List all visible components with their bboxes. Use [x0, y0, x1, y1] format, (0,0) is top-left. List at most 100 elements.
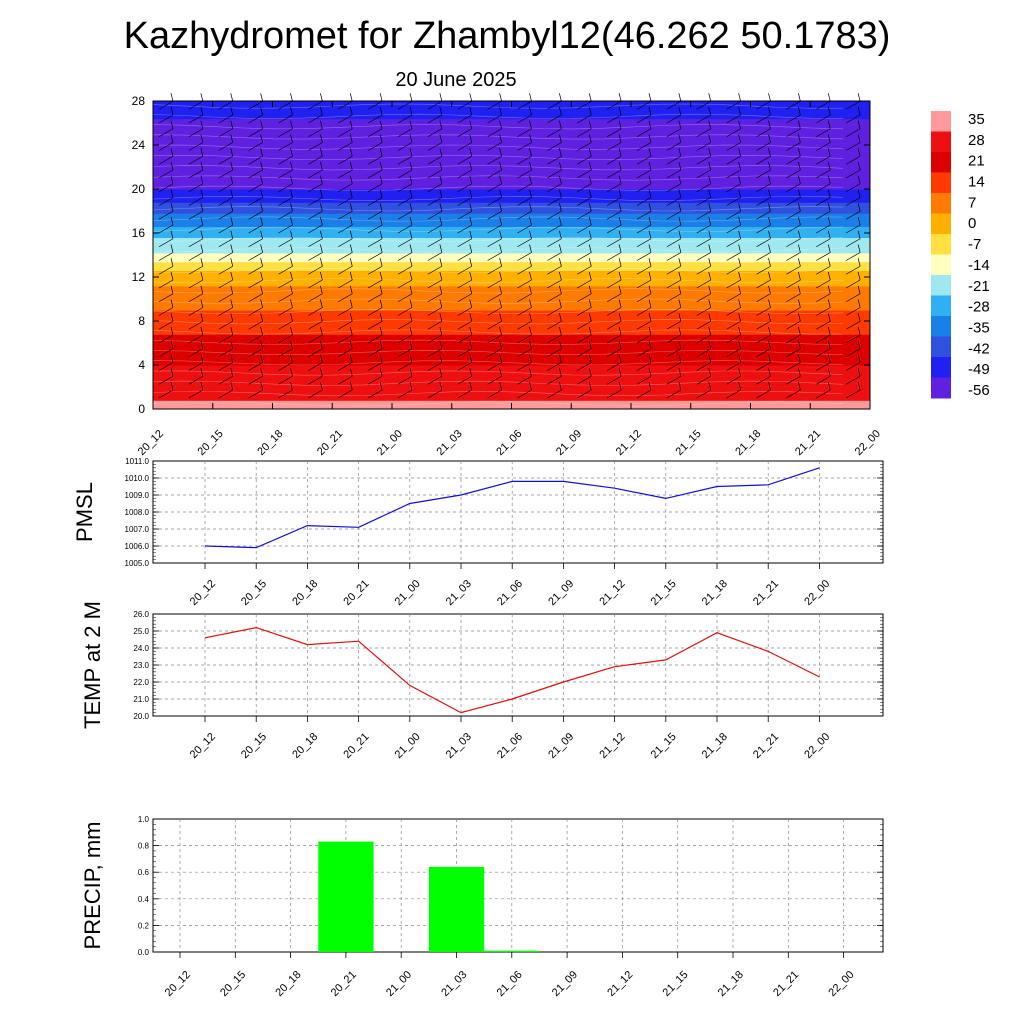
x-tick-label: 21_03	[439, 969, 469, 999]
heat-band	[153, 318, 870, 322]
heat-band	[153, 307, 870, 311]
wind-barb	[278, 313, 293, 330]
wind-barb	[696, 381, 712, 399]
wind-barb	[308, 134, 323, 151]
contour-line	[152, 113, 844, 119]
wind-barb	[606, 203, 622, 220]
x-tick-label: 20_18	[255, 428, 285, 458]
heat-band	[153, 283, 870, 287]
wind-barb	[367, 326, 383, 344]
heat-band	[153, 127, 870, 131]
wind-barb	[547, 271, 562, 289]
wind-barb	[367, 161, 383, 179]
wind-barb	[726, 326, 741, 344]
wind-barb	[397, 203, 413, 220]
heat-band	[153, 151, 870, 155]
wind-barb	[547, 244, 562, 261]
wind-barb	[308, 258, 323, 275]
x-tick-label: 21_21	[793, 428, 823, 458]
y-tick-label: 1009.0	[125, 491, 150, 500]
colorbar-label: -14	[968, 257, 990, 274]
heat-band	[153, 351, 870, 355]
wind-barb	[577, 299, 592, 316]
wind-barb	[248, 120, 263, 138]
colorbar-swatch	[931, 213, 951, 235]
wind-barb	[786, 175, 801, 193]
contour-line	[152, 319, 844, 325]
x-tick-label: 22_00	[802, 578, 832, 608]
wind-barb	[158, 175, 174, 193]
wind-barb	[218, 106, 234, 124]
wind-barb	[367, 106, 383, 124]
wind-barb	[427, 189, 443, 206]
wind-barb	[158, 258, 174, 275]
x-tick-label: 20_21	[341, 578, 371, 608]
wind-barb	[756, 203, 771, 220]
heat-band	[153, 347, 870, 351]
wind-barb	[248, 203, 263, 220]
colorbar-label: -21	[968, 278, 990, 295]
wind-barb	[158, 285, 174, 303]
wind-barb	[606, 106, 622, 124]
wind-barb	[218, 271, 234, 289]
wind-barb	[606, 148, 622, 165]
heat-band	[153, 147, 870, 150]
wind-barb	[606, 271, 622, 289]
x-tick-label: 21_21	[771, 969, 801, 999]
wind-barb	[696, 258, 712, 275]
wind-barb	[547, 299, 562, 316]
heat-band	[153, 233, 870, 236]
wind-barb	[696, 285, 712, 303]
wind-barb	[427, 244, 443, 261]
panel-frame	[152, 818, 884, 953]
wind-barb	[397, 299, 413, 316]
y-tick-label: 24.0	[133, 644, 149, 653]
temperature-height-panel: 0 4 8 12 16 20 24 28 20_12 20_15 20_18 20_21 21_00 21…	[132, 93, 883, 458]
wind-barb	[308, 161, 323, 179]
wind-barb	[308, 299, 323, 316]
wind-barb	[606, 313, 622, 330]
wind-barb	[816, 203, 831, 220]
wind-barb	[338, 299, 353, 316]
heat-band	[153, 140, 870, 144]
colorbar-swatch	[931, 193, 951, 214]
wind-barb	[845, 313, 861, 330]
wind-barb	[845, 216, 861, 234]
y-tick-label: 1005.0	[125, 559, 150, 568]
wind-barb	[666, 120, 682, 138]
heat-band	[153, 305, 870, 309]
wind-barb	[397, 189, 413, 206]
wind-barb	[248, 244, 263, 261]
wind-barb	[218, 285, 234, 303]
heat-band	[153, 279, 870, 282]
wind-barb	[278, 244, 293, 261]
heat-band	[153, 389, 870, 392]
wind-barb	[756, 299, 771, 316]
wind-barb	[786, 299, 801, 316]
x-tick-label: 21_06	[495, 969, 525, 999]
wind-barb	[666, 148, 682, 165]
wind-barb	[188, 93, 204, 110]
wind-barb	[248, 161, 263, 179]
heat-band	[153, 241, 870, 245]
wind-barb	[696, 326, 712, 344]
wind-barb	[427, 271, 443, 289]
wind-barb	[487, 93, 502, 110]
wind-barb	[816, 230, 831, 248]
wind-barb	[577, 244, 592, 261]
page-subtitle: 20 June 2025	[395, 69, 516, 91]
wind-barb	[577, 106, 592, 124]
wind-barb	[278, 175, 293, 193]
y-tick-label: 0.6	[138, 868, 150, 877]
contour-line	[152, 257, 844, 263]
y-axis-title: PMSL	[72, 482, 97, 542]
contour-line	[152, 103, 844, 109]
wind-barb	[427, 354, 443, 371]
heat-band	[153, 365, 870, 368]
wind-barb	[845, 203, 861, 220]
wind-barb	[636, 120, 652, 138]
wind-barb	[158, 271, 174, 289]
wind-barb	[756, 134, 771, 151]
colorbar-label: 35	[968, 111, 985, 128]
wind-barb	[278, 134, 293, 151]
